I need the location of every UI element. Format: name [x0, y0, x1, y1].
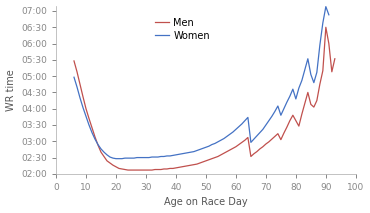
Men [78, 83, 82, 86]
Men [147, 169, 151, 171]
Line: Women: Women [74, 7, 329, 159]
Men [126, 169, 130, 171]
Men [324, 26, 328, 29]
Women [114, 157, 118, 160]
Women [198, 148, 202, 151]
Men [228, 149, 232, 151]
Men [72, 60, 76, 62]
Men [333, 58, 337, 60]
Men [204, 160, 208, 162]
Men [279, 138, 283, 141]
Women [291, 88, 295, 91]
Y-axis label: WR time: WR time [6, 69, 16, 111]
X-axis label: Age on Race Day: Age on Race Day [164, 197, 248, 207]
Line: Men: Men [74, 27, 335, 170]
Women [78, 96, 82, 99]
Women [324, 5, 328, 8]
Men [150, 169, 154, 171]
Women [72, 76, 76, 79]
Women [99, 148, 103, 150]
Women [327, 13, 331, 16]
Women [84, 115, 88, 118]
Women [270, 115, 274, 118]
Legend: Men, Women: Men, Women [151, 14, 214, 45]
